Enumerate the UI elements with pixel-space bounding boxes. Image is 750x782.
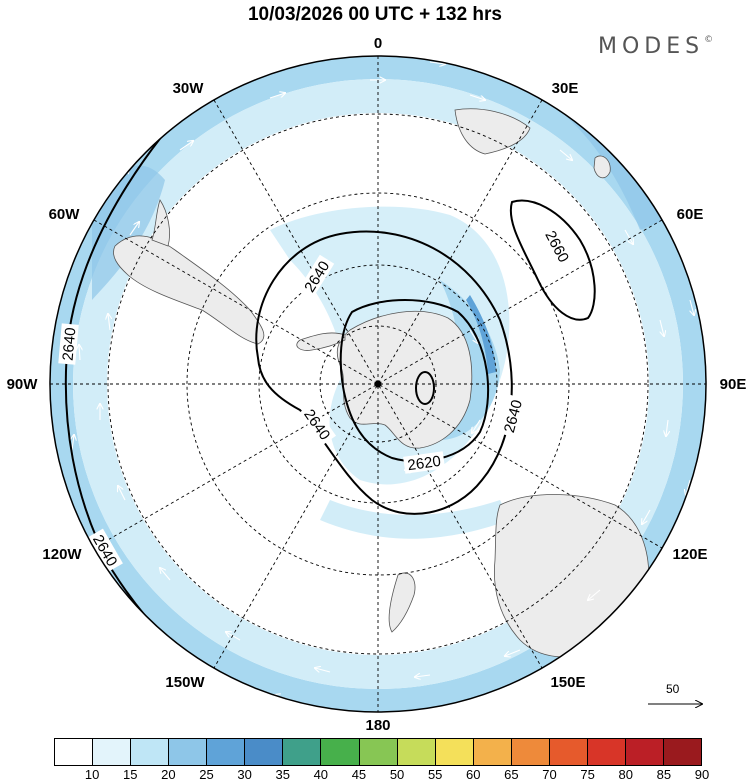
colorbar-cell	[131, 739, 170, 765]
colorbar-label: 80	[618, 767, 633, 782]
colorbar-label: 20	[161, 767, 176, 782]
lon-label-60w: 60W	[49, 206, 81, 223]
colorbar-label: 50	[389, 767, 405, 782]
polar-map: 2640 2640 2640 2640 2640 2660 2620 0 30E…	[7, 35, 747, 734]
contour-2620	[339, 299, 490, 463]
colorbar-label: 45	[351, 767, 367, 782]
colorbar-label: 40	[313, 767, 329, 782]
colorbar-cell	[397, 739, 436, 765]
antarctic-peninsula	[296, 332, 346, 351]
colorbar-label: 35	[275, 767, 290, 782]
colorbar-label: 90	[694, 767, 710, 782]
brand-mark: ©	[704, 34, 714, 45]
south-america	[113, 235, 265, 345]
colorbar-label: 85	[656, 767, 672, 782]
colorbar-cell	[664, 739, 702, 765]
colorbar-label: 55	[427, 767, 443, 782]
africa	[454, 108, 531, 155]
colorbar-labels: 10 15 20 25 30 35 40 45 50 55 60 65 70 75 80 85 90	[54, 767, 709, 782]
contour-label-2640-d: 2640	[60, 327, 80, 362]
lon-label-180: 180	[365, 717, 390, 734]
colorbar-cell	[549, 739, 588, 765]
colorbar-cell	[169, 739, 208, 765]
lon-label-60e: 60E	[677, 206, 704, 223]
colorbar-label: 60	[466, 767, 481, 782]
lon-label-120e: 120E	[672, 546, 707, 563]
lon-label-90w: 90W	[7, 376, 39, 393]
colorbar	[54, 738, 702, 766]
lon-label-30e: 30E	[552, 80, 579, 97]
lon-label-120w: 120W	[42, 546, 82, 563]
australia	[494, 494, 650, 658]
colorbar-cell	[55, 739, 94, 765]
colorbar-cell	[625, 739, 664, 765]
lon-label-30w: 30W	[173, 80, 205, 97]
new-zealand	[388, 572, 416, 633]
colorbar-label: 65	[504, 767, 519, 782]
colorbar-cell	[245, 739, 284, 765]
colorbar-cell	[321, 739, 360, 765]
center-pole-dot-icon	[374, 380, 382, 388]
colorbar-cell	[511, 739, 550, 765]
contour-2660	[509, 199, 596, 321]
map-border	[49, 55, 707, 713]
colorbar-cell	[93, 739, 132, 765]
colorbar-cell	[435, 739, 474, 765]
graticule	[50, 56, 706, 712]
lon-label-0: 0	[374, 35, 382, 52]
colorbar-label: 30	[237, 767, 252, 782]
antarctica	[336, 310, 473, 449]
lon-label-150e: 150E	[550, 674, 585, 691]
colorbar-label: 70	[542, 767, 557, 782]
colorbar-cell	[359, 739, 398, 765]
lon-label-150w: 150W	[165, 674, 205, 691]
colorbar-cell	[207, 739, 246, 765]
contour-low-center	[415, 371, 435, 405]
contour-label-2620: 2620	[407, 453, 442, 474]
map-title: 10/03/2026 00 UTC + 132 hrs	[247, 4, 503, 25]
colorbar-cell	[587, 739, 626, 765]
brand-name: MODES	[598, 34, 705, 59]
colorbar-label: 75	[580, 767, 595, 782]
colorbar-label: 10	[84, 767, 100, 782]
madagascar	[593, 155, 611, 179]
colorbar-label: 25	[199, 767, 214, 782]
colorbar-label: 15	[123, 767, 138, 782]
lon-label-90e: 90E	[720, 376, 747, 393]
wind-reference-label: 50	[666, 682, 680, 696]
longitude-labels: 0 30E 60E 90E 120E 150E 180 150W 120W 90…	[7, 35, 747, 734]
colorbar-cell	[473, 739, 512, 765]
colorbar-cell	[283, 739, 322, 765]
modes-logo: MODES©	[598, 34, 713, 59]
